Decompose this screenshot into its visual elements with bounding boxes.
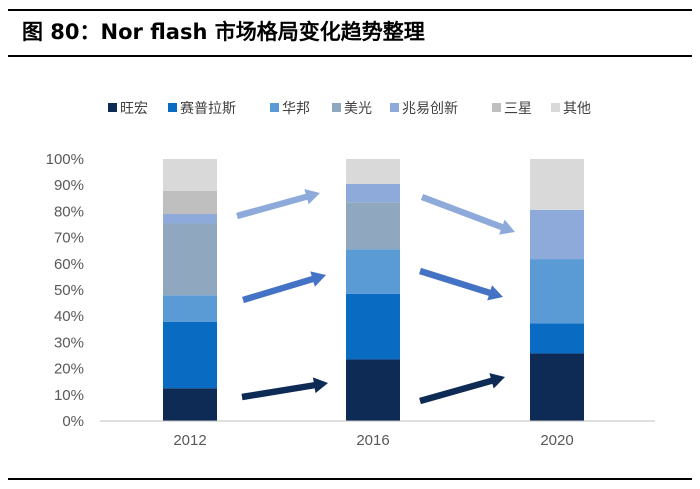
bar-segment <box>163 388 217 421</box>
bar-segment <box>163 321 217 389</box>
legend-swatch <box>390 103 399 112</box>
x-axis: 2012 2016 2020 <box>173 432 573 449</box>
bar-segment <box>530 323 584 354</box>
bar-segment <box>163 295 217 322</box>
legend-swatch <box>168 103 177 112</box>
bar-segment <box>346 249 400 294</box>
legend-label: 三星 <box>504 101 532 117</box>
legend-swatch <box>332 103 341 112</box>
title-bottom-rule <box>8 55 692 57</box>
legend-label: 美光 <box>344 101 372 117</box>
bar-segment <box>530 159 584 210</box>
y-axis: 0% 10% 20% 30% 40% 50% 60% 70% 80% 90% 100% <box>46 151 84 430</box>
y-tick-label: 0% <box>62 413 84 430</box>
legend-swatch <box>108 103 117 112</box>
bar-segment <box>346 359 400 421</box>
legend-label: 其他 <box>563 101 591 117</box>
title-top-rule <box>8 9 692 11</box>
bar-segment <box>530 353 584 421</box>
trend-arrow <box>242 271 326 304</box>
bar-segment <box>346 183 400 203</box>
figure-title: 图 80：Nor flash 市场格局变化趋势整理 <box>22 20 425 44</box>
bars <box>163 159 584 421</box>
legend-swatch <box>492 103 501 112</box>
y-tick-label: 30% <box>54 334 84 351</box>
y-tick-label: 70% <box>54 230 84 247</box>
legend-label: 华邦 <box>282 101 310 117</box>
bar-segment <box>163 190 217 215</box>
legend-label: 赛普拉斯 <box>180 101 236 117</box>
y-tick-label: 80% <box>54 203 84 220</box>
bar-segment <box>163 214 217 224</box>
bar-segment <box>163 223 217 296</box>
y-tick-label: 100% <box>46 151 84 168</box>
bar-segment <box>346 159 400 184</box>
trend-arrow <box>241 377 328 401</box>
bar-segment <box>530 209 584 260</box>
trend-arrow <box>419 267 503 301</box>
legend-label: 旺宏 <box>120 101 148 117</box>
x-tick-label: 2020 <box>540 432 573 449</box>
y-tick-label: 20% <box>54 361 84 378</box>
trend-arrow <box>236 189 320 220</box>
bar-segment <box>163 159 217 191</box>
bar-segment <box>346 293 400 360</box>
trend-arrow <box>419 373 505 405</box>
footer-rule <box>8 478 692 480</box>
x-tick-label: 2016 <box>356 432 389 449</box>
y-tick-label: 10% <box>54 387 84 404</box>
legend-swatch <box>551 103 560 112</box>
x-tick-label: 2012 <box>173 432 206 449</box>
y-tick-label: 40% <box>54 308 84 325</box>
legend-label: 兆易创新 <box>402 101 458 117</box>
legend-swatch <box>270 103 279 112</box>
y-tick-label: 90% <box>54 177 84 194</box>
y-tick-label: 60% <box>54 256 84 273</box>
bar-segment <box>346 202 400 250</box>
trend-arrows <box>236 189 515 405</box>
legend: 旺宏 赛普拉斯 华邦 美光 兆易创新 三星 其他 <box>108 101 591 117</box>
trend-arrow <box>420 194 515 235</box>
bar-segment <box>530 259 584 324</box>
y-tick-label: 50% <box>54 282 84 299</box>
